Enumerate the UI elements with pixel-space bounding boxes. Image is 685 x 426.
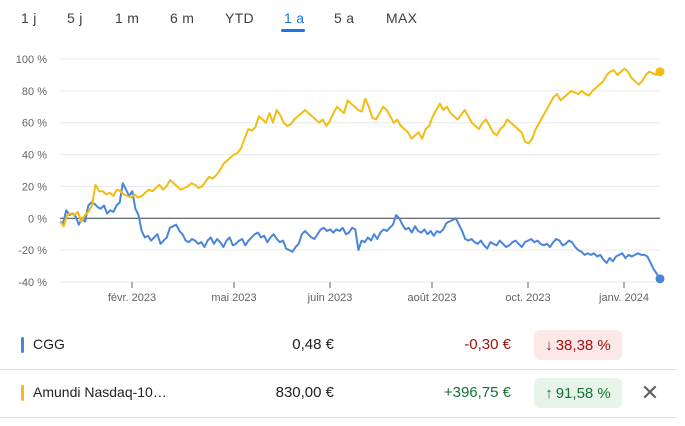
x-tick-label: févr. 2023 xyxy=(108,292,156,304)
close-icon[interactable]: ✕ xyxy=(640,380,660,405)
tab-5-days[interactable]: 5 j xyxy=(67,10,83,26)
series-line-amundi xyxy=(59,67,661,228)
holding-percent: 38,38 % xyxy=(555,336,611,354)
holding-change: +396,75 € xyxy=(443,384,511,401)
tab-5-years[interactable]: 5 a xyxy=(334,10,355,26)
tab-1-day[interactable]: 1 j xyxy=(21,10,37,26)
y-tick-label: 40 % xyxy=(22,150,47,162)
holding-percent-badge: ↓ 38,38 % xyxy=(534,330,622,360)
holding-percent: 91,58 % xyxy=(555,384,611,402)
y-tick-label: -20 % xyxy=(18,245,47,257)
holding-name: CGG xyxy=(33,336,65,352)
series-color-swatch xyxy=(21,385,24,401)
series-end-dot-cgg xyxy=(655,274,665,284)
x-tick-label: août 2023 xyxy=(408,292,457,304)
time-range-tabs: 1 j 5 j 1 m 6 m YTD 1 a 5 a MAX xyxy=(0,0,685,36)
y-tick-label: 0 % xyxy=(28,213,47,225)
x-tick-label: janv. 2024 xyxy=(598,292,649,304)
series-line-cgg xyxy=(59,182,661,280)
holding-percent-badge: ↑ 91,58 % xyxy=(534,378,622,408)
tab-6-months[interactable]: 6 m xyxy=(170,10,195,26)
x-tick-label: oct. 2023 xyxy=(505,292,550,304)
tab-max[interactable]: MAX xyxy=(386,10,418,26)
holding-change: -0,30 € xyxy=(464,336,511,353)
tab-ytd[interactable]: YTD xyxy=(225,10,254,26)
holding-row-cgg[interactable]: CGG 0,48 € -0,30 € ↓ 38,38 % xyxy=(0,322,677,370)
holding-row-amundi-nasdaq[interactable]: Amundi Nasdaq-10… 830,00 € +396,75 € ↑ 9… xyxy=(0,370,677,418)
x-tick-label: juin 2023 xyxy=(307,292,353,304)
arrow-up-icon: ↑ xyxy=(545,384,553,402)
series-end-dot-amundi xyxy=(655,67,665,77)
arrow-down-icon: ↓ xyxy=(545,336,553,354)
y-tick-label: 60 % xyxy=(22,118,47,130)
series-color-swatch xyxy=(21,337,24,353)
x-tick-label: mai 2023 xyxy=(211,292,256,304)
y-tick-label: 20 % xyxy=(22,181,47,193)
holding-price: 830,00 € xyxy=(275,384,334,401)
holding-price: 0,48 € xyxy=(292,336,334,353)
active-tab-indicator xyxy=(281,29,305,32)
tab-1-year[interactable]: 1 a xyxy=(284,10,305,26)
tab-1-month[interactable]: 1 m xyxy=(115,10,140,26)
performance-chart: 100 % 80 % 60 % 40 % 20 % 0 % -20 % -40 % févr. … xyxy=(16,54,665,304)
y-tick-label: 100 % xyxy=(16,54,47,66)
holding-name: Amundi Nasdaq-10… xyxy=(33,384,167,400)
y-tick-label: 80 % xyxy=(22,86,47,98)
y-tick-label: -40 % xyxy=(18,277,47,289)
